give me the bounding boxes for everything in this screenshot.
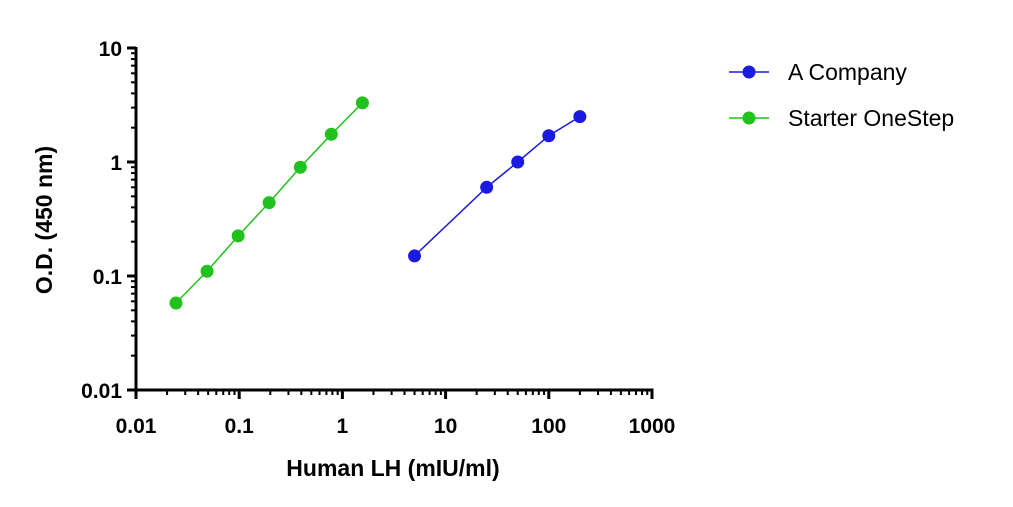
axes: 0.01 0.1 1 10 100 1000 0.01 0.1 1 10 bbox=[81, 38, 675, 438]
legend-label: A Company bbox=[788, 59, 907, 85]
data-point bbox=[542, 129, 556, 143]
legend-item: Starter OneStep bbox=[729, 105, 954, 131]
x-tick-label: 0.01 bbox=[116, 415, 157, 438]
series-layer bbox=[169, 96, 587, 310]
y-tick-label: 10 bbox=[99, 38, 122, 61]
x-tick-label: 10 bbox=[434, 415, 457, 438]
data-point bbox=[511, 155, 525, 169]
series-line bbox=[413, 115, 581, 257]
legend-item: A Company bbox=[729, 59, 907, 85]
legend-swatch-marker bbox=[742, 111, 756, 125]
data-point bbox=[408, 249, 422, 263]
data-point bbox=[480, 180, 494, 194]
y-tick-label: 0.01 bbox=[81, 380, 122, 403]
x-axis-title: Human LH (mIU/ml) bbox=[286, 455, 499, 481]
data-point bbox=[573, 110, 587, 124]
legend-swatch-marker bbox=[742, 65, 756, 79]
data-point bbox=[262, 196, 276, 210]
data-point bbox=[324, 127, 338, 141]
data-point bbox=[355, 96, 369, 110]
series-1 bbox=[169, 96, 369, 310]
data-point bbox=[169, 296, 183, 310]
y-tick-label: 1 bbox=[110, 152, 122, 175]
x-tick-label: 1000 bbox=[629, 415, 676, 438]
x-tick-label: 100 bbox=[531, 415, 566, 438]
data-point bbox=[200, 264, 214, 278]
series-0 bbox=[408, 110, 587, 263]
y-axis-title: O.D. (450 nm) bbox=[31, 146, 57, 294]
legend-label: Starter OneStep bbox=[788, 105, 954, 131]
x-tick-label: 1 bbox=[337, 415, 349, 438]
data-point bbox=[231, 229, 245, 243]
y-tick-label: 0.1 bbox=[93, 266, 123, 289]
legend: A Company Starter OneStep bbox=[729, 59, 954, 131]
data-point bbox=[293, 160, 307, 174]
x-tick-label: 0.1 bbox=[225, 415, 255, 438]
